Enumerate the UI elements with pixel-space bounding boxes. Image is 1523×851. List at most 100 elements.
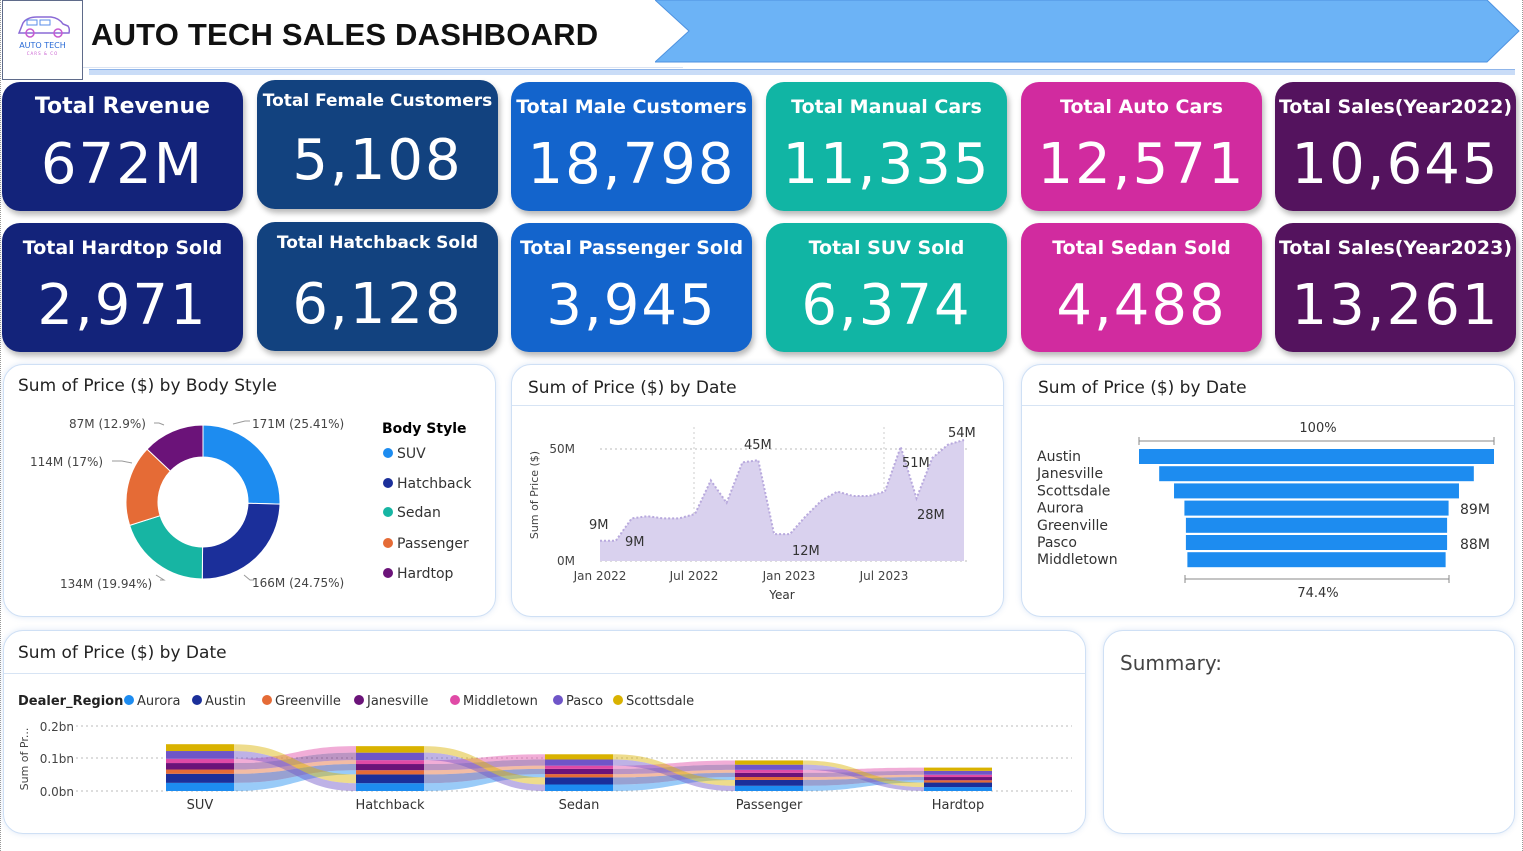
- logo-text: AUTO TECH: [19, 41, 66, 50]
- ribbon-band-pasco: [424, 752, 545, 791]
- legend-item-passenger[interactable]: Passenger: [397, 536, 469, 552]
- ribbon-segment-janesville[interactable]: [735, 772, 803, 778]
- car-logo-icon: [17, 16, 71, 38]
- funnel-category-label: Pasco: [1037, 535, 1077, 551]
- ribbon-segment-aurora[interactable]: [166, 782, 234, 791]
- ribbon-segment-middletown[interactable]: [924, 774, 992, 778]
- kpi-total-suv-sold[interactable]: Total SUV Sold 6,374: [766, 223, 1007, 352]
- ribbon-segment-pasco[interactable]: [545, 759, 613, 766]
- ribbon-segment-greenville[interactable]: [924, 780, 992, 783]
- x-tick-label: SUV: [187, 798, 214, 813]
- kpi-total-hatchback-sold[interactable]: Total Hatchback Sold 6,128: [257, 222, 498, 351]
- legend-item-sedan[interactable]: Sedan: [397, 505, 441, 521]
- ribbon-band-middletown: [613, 760, 735, 769]
- funnel-bar-janesville[interactable]: [1159, 466, 1474, 482]
- kpi-total-sales-2023[interactable]: Total Sales(Year2023) 13,261: [1275, 223, 1516, 352]
- ribbon-segment-janesville[interactable]: [356, 764, 424, 771]
- donut-slice-sedan[interactable]: [129, 515, 204, 580]
- ribbon-band-greenville: [803, 774, 924, 780]
- x-tick-label: Hardtop: [932, 798, 984, 813]
- donut-slice-suv[interactable]: [202, 424, 281, 505]
- legend-item-janesville[interactable]: Janesville: [366, 694, 428, 709]
- ribbon-segment-pasco[interactable]: [356, 752, 424, 761]
- legend-item-scottsdale[interactable]: Scottsdale: [626, 694, 694, 709]
- legend-item-aurora[interactable]: Aurora: [137, 694, 180, 709]
- kpi-total-manual-cars[interactable]: Total Manual Cars 11,335: [766, 82, 1007, 211]
- ribbon-band-greenville: [234, 760, 356, 774]
- legend-item-greenville[interactable]: Greenville: [275, 694, 341, 709]
- ribbon-segment-austin[interactable]: [545, 777, 613, 785]
- kpi-total-male-customers[interactable]: Total Male Customers 18,798: [511, 82, 752, 211]
- ribbon-segment-greenville[interactable]: [545, 774, 613, 778]
- legend-item-middletown[interactable]: Middletown: [463, 694, 538, 709]
- legend-item-suv[interactable]: SUV: [397, 446, 426, 462]
- kpi-total-sales-2022[interactable]: Total Sales(Year2022) 10,645: [1275, 82, 1516, 211]
- legend-swatch-middletown: [450, 695, 460, 705]
- legend-item-hatchback[interactable]: Hatchback: [397, 476, 472, 492]
- ribbon-band-scottsdale: [234, 744, 356, 784]
- funnel-bar-greenville[interactable]: [1185, 517, 1448, 533]
- data-label: 54M: [948, 426, 976, 441]
- ribbon-segment-pasco[interactable]: [735, 764, 803, 770]
- kpi-total-auto-cars[interactable]: Total Auto Cars 12,571: [1021, 82, 1262, 211]
- kpi-total-sedan-sold[interactable]: Total Sedan Sold 4,488: [1021, 223, 1262, 352]
- header-underline: [89, 69, 1515, 75]
- legend-swatch-janesville: [354, 695, 364, 705]
- header-banner: [655, 0, 1520, 63]
- ribbon-segment-scottsdale[interactable]: [545, 754, 613, 760]
- ribbon-band-scottsdale: [424, 746, 545, 785]
- ribbon-segment-pasco[interactable]: [924, 770, 992, 775]
- ribbon-segment-pasco[interactable]: [166, 751, 234, 759]
- ribbon-segment-aurora[interactable]: [735, 785, 803, 791]
- ribbon-segment-janesville[interactable]: [545, 768, 613, 775]
- funnel-bar-aurora[interactable]: [1184, 500, 1449, 516]
- ribbon-segment-austin[interactable]: [924, 782, 992, 788]
- funnel-category-label: Greenville: [1037, 518, 1108, 534]
- ribbon-segment-middletown[interactable]: [545, 765, 613, 769]
- kpi-total-passenger-sold[interactable]: Total Passenger Sold 3,945: [511, 223, 752, 352]
- ribbon-segment-austin[interactable]: [356, 774, 424, 784]
- ribbon-segment-janesville[interactable]: [924, 777, 992, 781]
- donut-slice-hardtop[interactable]: [146, 424, 204, 472]
- leader-line: [232, 420, 250, 425]
- ribbon-legend-title: Dealer_Region: [18, 694, 123, 709]
- summary-panel[interactable]: Summary:: [1103, 630, 1515, 834]
- legend-swatch-hatchback: [383, 478, 393, 488]
- ribbon-segment-scottsdale[interactable]: [735, 760, 803, 765]
- ribbon-segment-aurora[interactable]: [924, 787, 992, 791]
- ribbon-segment-greenville[interactable]: [356, 770, 424, 775]
- ribbon-segment-middletown[interactable]: [356, 760, 424, 765]
- ribbon-segment-janesville[interactable]: [166, 763, 234, 770]
- kpi-total-revenue[interactable]: Total Revenue 672M: [2, 82, 243, 211]
- legend-item-hardtop[interactable]: Hardtop: [397, 566, 454, 582]
- funnel-bar-pasco[interactable]: [1185, 535, 1448, 550]
- funnel-chart-panel[interactable]: Sum of Price ($) by Date 100% Austin Jane…: [1021, 364, 1515, 617]
- ribbon-segment-scottsdale[interactable]: [924, 767, 992, 771]
- ribbon-chart-panel[interactable]: Sum of Price ($) by Date Dealer_Region A…: [3, 630, 1086, 834]
- ribbon-band-janesville: [234, 752, 356, 770]
- ribbon-segment-greenville[interactable]: [166, 769, 234, 774]
- donut-slice-hatchback[interactable]: [201, 502, 281, 580]
- area-chart-panel[interactable]: Sum of Price ($) by Date 50M 0M Jan 2022…: [511, 364, 1004, 617]
- ribbon-segment-middletown[interactable]: [735, 769, 803, 773]
- funnel-top-percent: 100%: [1299, 421, 1336, 436]
- legend-item-pasco[interactable]: Pasco: [566, 694, 603, 709]
- ribbon-segment-greenville[interactable]: [735, 777, 803, 780]
- funnel-bar-middletown[interactable]: [1187, 552, 1446, 568]
- kpi-total-female-customers[interactable]: Total Female Customers 5,108: [257, 80, 498, 209]
- ribbon-segment-aurora[interactable]: [545, 784, 613, 792]
- panel-divider: [512, 405, 1003, 406]
- ribbon-segment-austin[interactable]: [735, 779, 803, 786]
- donut-chart-panel[interactable]: Sum of Price ($) by Body Style 171M (25.…: [3, 364, 496, 617]
- funnel-bar-scottsdale[interactable]: [1174, 483, 1459, 499]
- ribbon-segment-scottsdale[interactable]: [356, 746, 424, 753]
- ribbon-segment-scottsdale[interactable]: [166, 744, 234, 752]
- y-tick-label: 0M: [557, 554, 575, 568]
- legend-item-austin[interactable]: Austin: [205, 694, 246, 709]
- ribbon-segment-middletown[interactable]: [166, 758, 234, 764]
- ribbon-segment-aurora[interactable]: [356, 783, 424, 791]
- funnel-value-label: 89M: [1460, 502, 1490, 518]
- ribbon-segment-austin[interactable]: [166, 773, 234, 783]
- funnel-bar-austin[interactable]: [1139, 449, 1494, 464]
- kpi-total-hardtop-sold[interactable]: Total Hardtop Sold 2,971: [2, 223, 243, 352]
